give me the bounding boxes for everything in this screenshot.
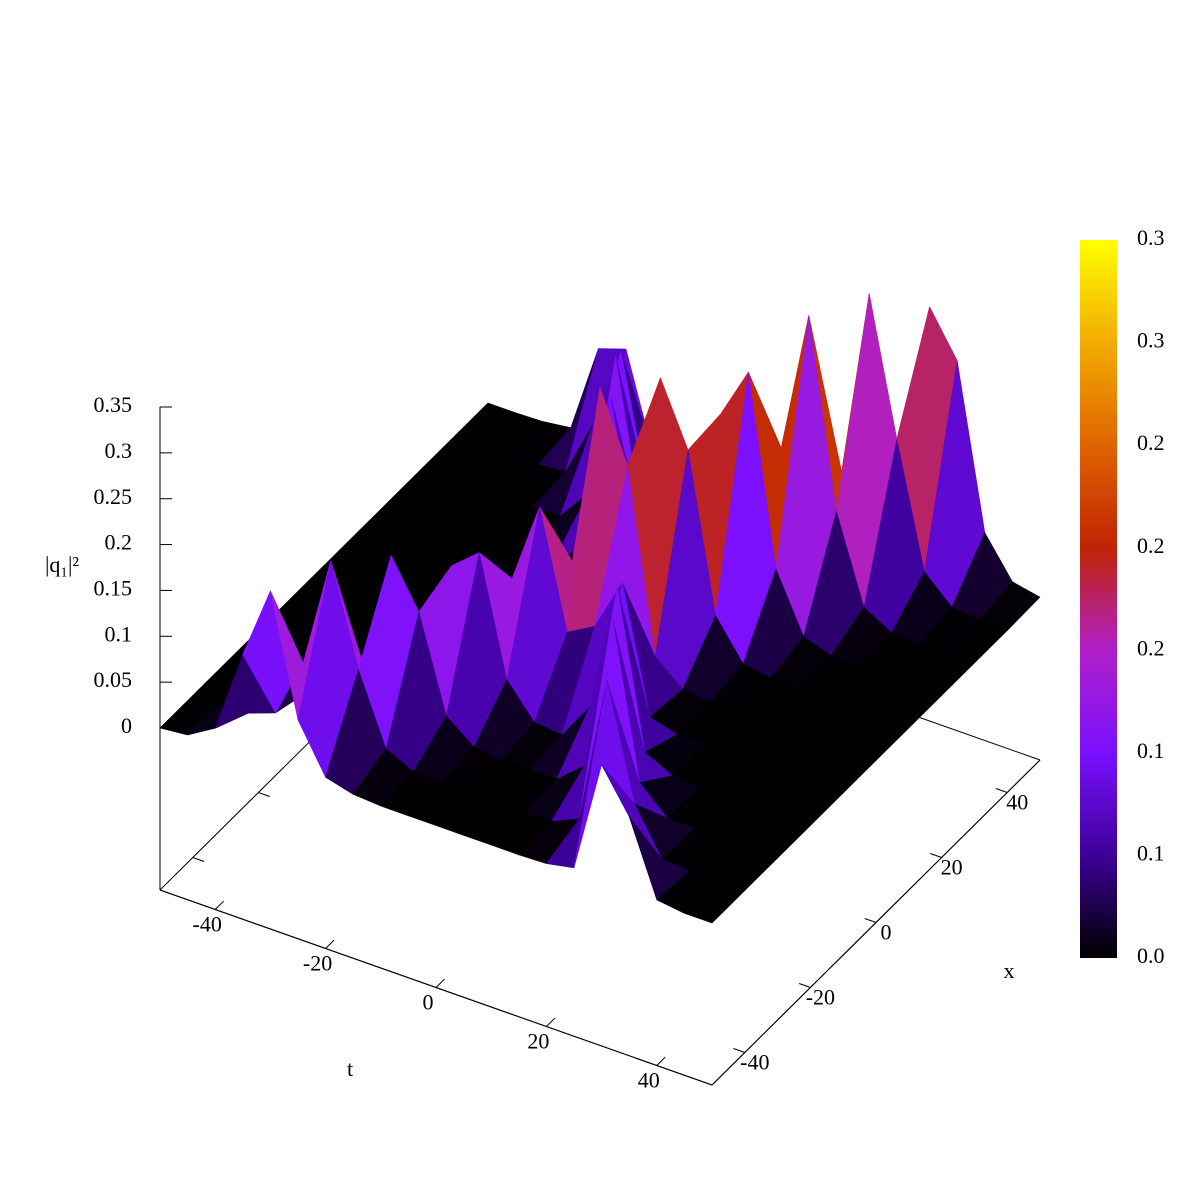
z-tick-label: 0: [121, 713, 132, 738]
surface-patch: [684, 880, 746, 924]
x-axis-label: x: [1004, 958, 1015, 983]
x-tick-label: 0: [881, 920, 892, 945]
t-tick: [325, 939, 335, 949]
z-tick-label: 0.15: [94, 575, 133, 600]
x-tick: [930, 853, 942, 858]
t-tick: [435, 978, 445, 988]
t-tick: [656, 1056, 666, 1066]
colorbar: [1080, 240, 1117, 958]
z-axis-label: |q₁|²: [45, 552, 79, 577]
x-tick-label: 20: [941, 855, 963, 880]
t-axis-label: t: [347, 1056, 353, 1081]
colorbar-tick-label: 0.2: [1137, 635, 1165, 660]
surface: [159, 293, 1041, 924]
x-tick: [258, 792, 270, 797]
colorbar-tick-label: 0.0: [1137, 943, 1165, 968]
x-tick: [864, 918, 877, 923]
z-tick-label: 0.35: [94, 392, 133, 417]
x-tick-label: -40: [740, 1050, 769, 1075]
colorbar-tick-label: 0.3: [1137, 328, 1165, 353]
t-tick-label: 0: [423, 990, 434, 1015]
x-tick: [995, 788, 1008, 793]
z-tick-label: 0.05: [94, 667, 133, 692]
t-tick-label: -20: [303, 951, 332, 976]
t-tick-label: -40: [193, 912, 222, 937]
x-tick: [733, 1048, 745, 1053]
z-tick-label: 0.2: [105, 530, 133, 555]
colorbar-tick-label: 0.3: [1137, 225, 1165, 250]
colorbar-tick-label: 0.2: [1137, 430, 1165, 455]
x-tick: [798, 983, 811, 988]
colorbar-tick-label: 0.1: [1137, 738, 1165, 763]
colorbar-tick-label: 0.2: [1137, 533, 1165, 558]
axes: -40 -20 0 20 40 -40 -20 0 20 40 0 0.05 0.1 0.15 0.2 0.2…: [94, 392, 1041, 1093]
t-tick: [546, 1017, 556, 1027]
z-tick-label: 0.1: [105, 621, 133, 646]
t-tick: [214, 900, 225, 910]
t-tick-label: 20: [527, 1029, 549, 1054]
t-tick-label: 40: [638, 1068, 660, 1093]
x-tick: [192, 857, 205, 862]
x-tick-label: -20: [806, 985, 835, 1010]
z-tick-label: 0.25: [94, 484, 133, 509]
colorbar-tick-label: 0.1: [1137, 840, 1165, 865]
x-tick-label: 40: [1006, 790, 1028, 815]
z-tick-label: 0.3: [105, 438, 133, 463]
